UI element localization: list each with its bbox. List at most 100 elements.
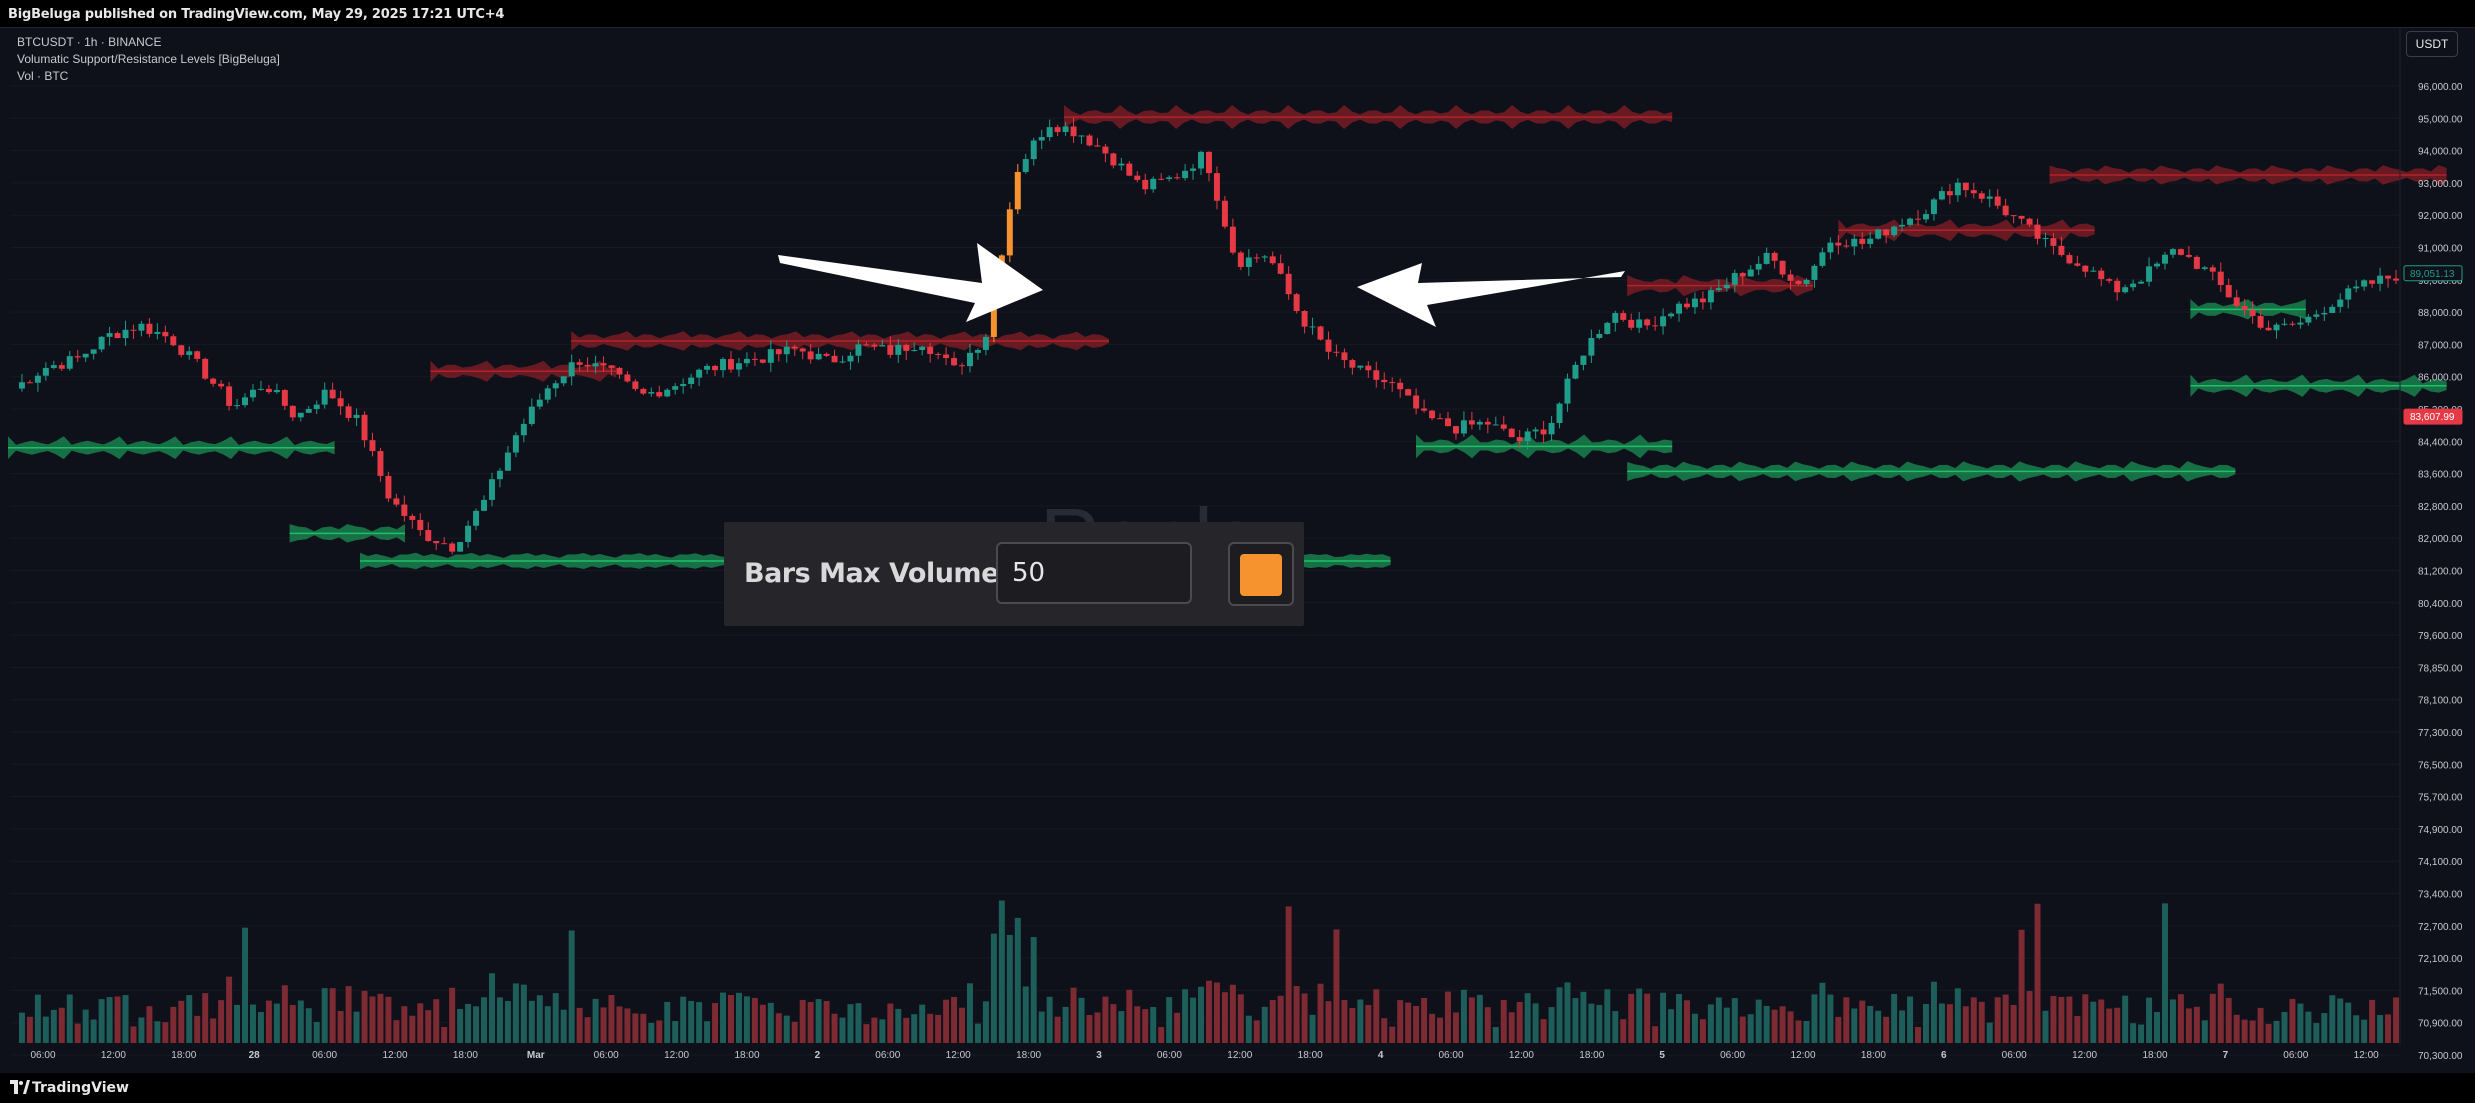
candle bbox=[138, 320, 145, 337]
volume-bar bbox=[879, 1019, 886, 1043]
volume-bar bbox=[1253, 1020, 1260, 1043]
candle bbox=[114, 331, 121, 339]
resistance-level bbox=[571, 331, 1109, 351]
volume-bar bbox=[489, 973, 495, 1043]
price-tick-label: 74,100.00 bbox=[2418, 857, 2463, 868]
candle bbox=[2098, 267, 2105, 287]
candle bbox=[2217, 262, 2224, 292]
volume-bar bbox=[648, 1022, 655, 1043]
candle bbox=[1166, 175, 1173, 182]
price-tick-label: 93,000.00 bbox=[2418, 179, 2463, 190]
volume-bar bbox=[2385, 1014, 2392, 1043]
price-tick-label: 77,300.00 bbox=[2418, 728, 2463, 739]
candle bbox=[42, 362, 49, 381]
candle bbox=[2273, 322, 2280, 339]
candle bbox=[1938, 186, 1945, 201]
candle bbox=[226, 382, 233, 411]
volume-bar bbox=[1962, 1006, 1969, 1043]
candle bbox=[122, 320, 129, 346]
time-axis[interactable]: 06:00 12:00 18:00 28 06:00 12:00 18:00 Mar 06:00… bbox=[30, 1050, 2379, 1061]
volume-bar bbox=[2026, 990, 2033, 1043]
volume-bar bbox=[1604, 989, 1611, 1043]
price-axis[interactable]: 96,000.00 95,000.00 94,000.00 93,000.00 92,0… bbox=[2403, 82, 2463, 1062]
candle bbox=[807, 344, 814, 364]
resistance-level bbox=[1627, 274, 1813, 297]
volume-bar bbox=[1787, 1011, 1794, 1043]
candle bbox=[1070, 117, 1077, 143]
volume-bar bbox=[815, 999, 822, 1043]
volume-bar bbox=[520, 984, 527, 1043]
candle bbox=[1357, 365, 1364, 371]
volume-bar bbox=[664, 1001, 671, 1043]
volume-label[interactable]: Vol · BTC bbox=[17, 69, 69, 83]
volume-bar bbox=[449, 987, 456, 1043]
volume-bar bbox=[361, 990, 368, 1043]
price-tick-label: 78,850.00 bbox=[2418, 663, 2463, 674]
candle bbox=[1253, 253, 1260, 263]
price-tick-label: 83,600.00 bbox=[2418, 470, 2463, 481]
volume-bar bbox=[377, 993, 384, 1043]
candle bbox=[943, 347, 950, 366]
volume-bar bbox=[321, 988, 328, 1043]
volume-bar bbox=[1819, 982, 1826, 1043]
volume-bar bbox=[1269, 1000, 1276, 1043]
volume-histogram bbox=[18, 900, 2399, 1043]
candle bbox=[1819, 247, 1826, 268]
candle bbox=[1468, 411, 1475, 430]
volume-bar bbox=[974, 1023, 981, 1043]
candle bbox=[767, 340, 774, 372]
volume-bar bbox=[2281, 1011, 2288, 1043]
candle bbox=[1078, 135, 1085, 144]
candle bbox=[1317, 325, 1324, 341]
time-tick-label: 06:00 bbox=[1438, 1050, 1463, 1061]
candle bbox=[1309, 317, 1316, 335]
bars-max-volume-input[interactable]: 50 bbox=[996, 542, 1192, 604]
symbol-label[interactable]: BTCUSDT · 1h · BINANCE bbox=[17, 35, 162, 49]
candle bbox=[1158, 173, 1165, 181]
candle bbox=[2146, 257, 2153, 287]
volume-bar bbox=[146, 1006, 153, 1043]
volume-bar bbox=[1277, 995, 1284, 1043]
candle bbox=[353, 408, 360, 426]
volume-bar bbox=[528, 1000, 535, 1043]
candle bbox=[544, 385, 551, 404]
time-tick-label: 12:00 bbox=[946, 1050, 971, 1061]
volume-bar bbox=[218, 1000, 225, 1043]
volume-bar bbox=[1190, 997, 1197, 1043]
highlight-color-picker[interactable] bbox=[1228, 542, 1294, 606]
volume-bar bbox=[1126, 989, 1133, 1043]
candle bbox=[2114, 277, 2121, 301]
volume-bar bbox=[512, 983, 519, 1043]
price-tick-label: 94,000.00 bbox=[2418, 147, 2463, 158]
volume-bar bbox=[2177, 994, 2184, 1043]
candle bbox=[1038, 129, 1045, 150]
volume-bar bbox=[2201, 1020, 2208, 1043]
volume-bar bbox=[1301, 993, 1308, 1043]
candle bbox=[783, 340, 790, 363]
volume-bar bbox=[998, 900, 1005, 1043]
candle bbox=[1986, 189, 1993, 208]
currency-button[interactable]: USDT bbox=[2406, 31, 2458, 57]
candle bbox=[1213, 166, 1220, 210]
volume-bar bbox=[1381, 1018, 1388, 1043]
candle bbox=[2353, 280, 2360, 293]
volume-bar bbox=[1484, 1007, 1491, 1043]
volume-bar bbox=[903, 1017, 910, 1043]
candle bbox=[672, 383, 679, 395]
volume-bar bbox=[600, 1007, 607, 1043]
indicator-label[interactable]: Volumatic Support/Resistance Levels [Big… bbox=[17, 52, 280, 66]
candle bbox=[1118, 157, 1125, 171]
price-tick-label: 70,900.00 bbox=[2418, 1019, 2463, 1030]
volume-bar bbox=[2193, 1006, 2200, 1043]
candle bbox=[1859, 232, 1866, 250]
candle bbox=[504, 446, 511, 471]
candle bbox=[560, 376, 567, 387]
candle bbox=[1891, 225, 1898, 238]
footer-brand[interactable]: TradingView bbox=[32, 1080, 129, 1096]
volume-bar bbox=[1691, 1013, 1698, 1043]
volume-bar bbox=[50, 1009, 57, 1043]
volume-bar bbox=[1182, 989, 1189, 1043]
volume-bar bbox=[289, 1004, 296, 1043]
candle bbox=[273, 383, 280, 394]
volume-bar bbox=[807, 1001, 814, 1043]
